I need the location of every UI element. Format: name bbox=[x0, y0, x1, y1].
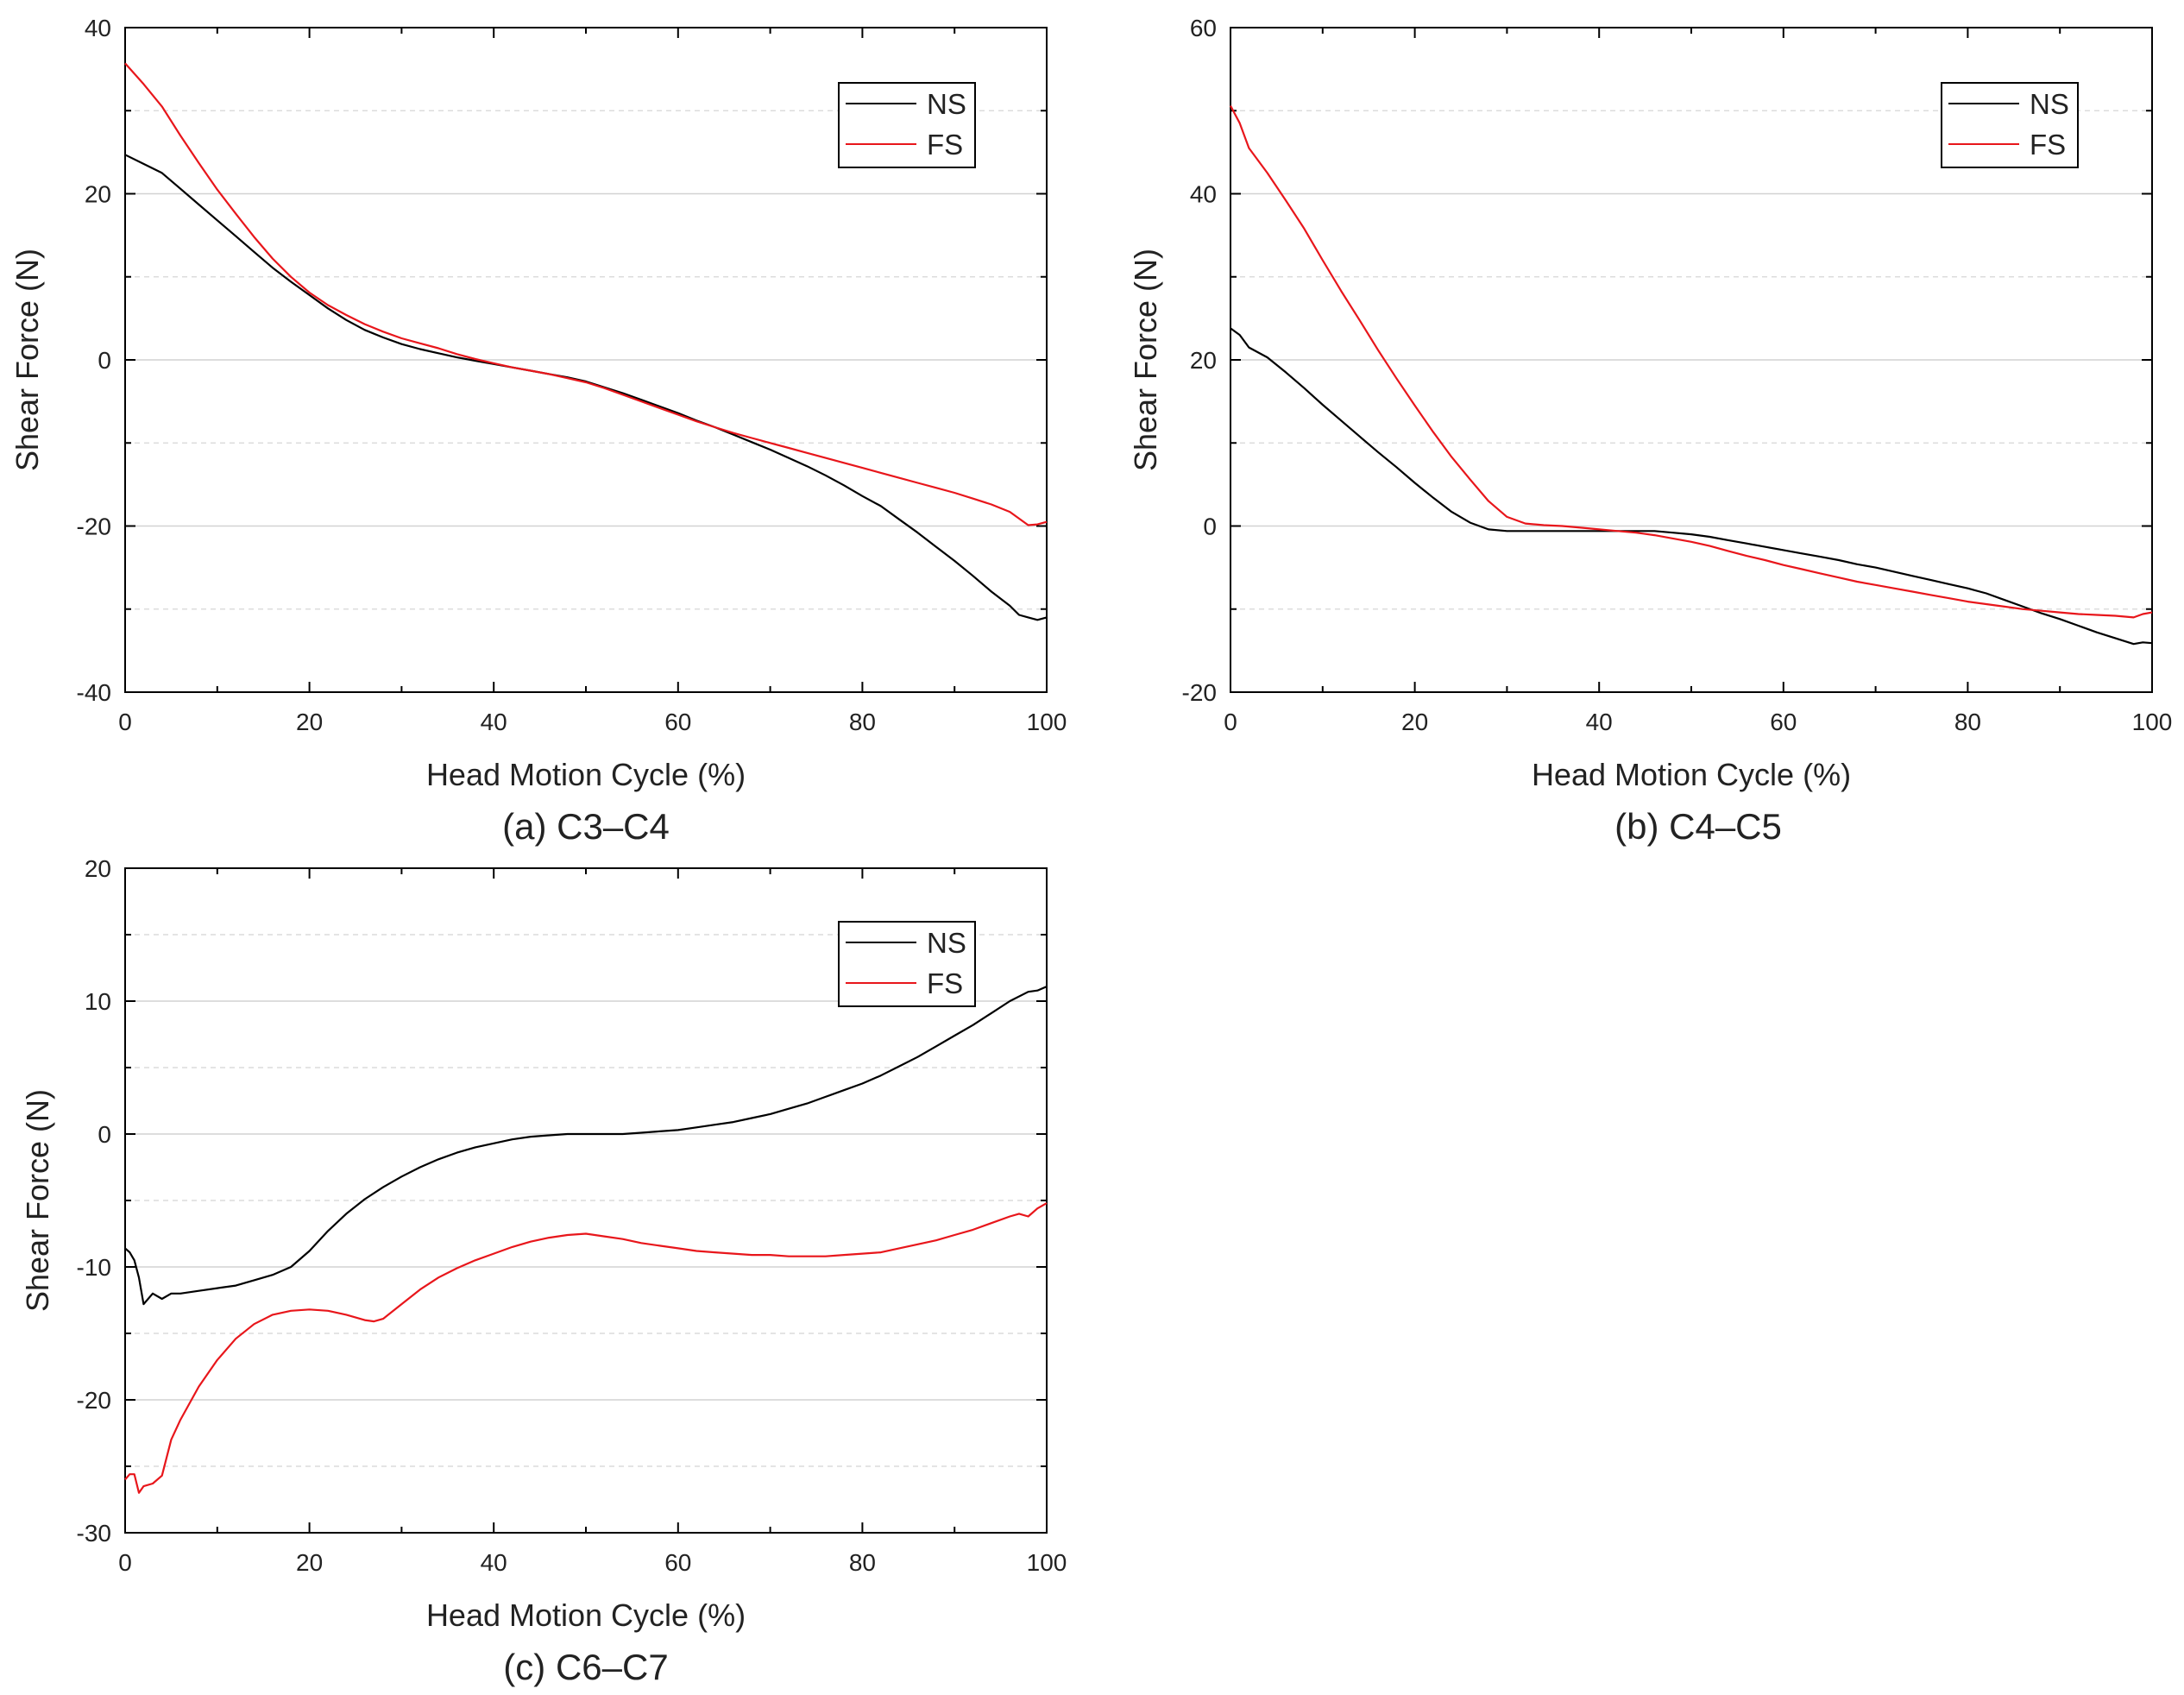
axis-ticks bbox=[124, 27, 1048, 693]
series-line-ns bbox=[124, 986, 1048, 1306]
x-tick-label: 100 bbox=[2132, 709, 2173, 735]
y-tick-label: 0 bbox=[98, 1121, 111, 1148]
x-tick-label: 20 bbox=[296, 1549, 323, 1576]
legend-box bbox=[1941, 82, 2079, 168]
tick-labels: 0 20 40 60 80 100 -40 -20 0 20 40 bbox=[77, 15, 1067, 735]
panel-caption: (a) C3–C4 bbox=[502, 806, 670, 847]
y-tick-label: 60 bbox=[1190, 15, 1217, 41]
y-tick-label: -10 bbox=[77, 1254, 111, 1281]
series-lines bbox=[1230, 104, 2153, 646]
x-tick-label: 40 bbox=[481, 709, 507, 735]
y-tick-label: 20 bbox=[85, 181, 111, 208]
x-axis-title: Head Motion Cycle (%) bbox=[1532, 757, 1851, 792]
x-tick-label: 60 bbox=[1770, 709, 1797, 735]
x-tick-label: 60 bbox=[664, 709, 691, 735]
x-axis-title: Head Motion Cycle (%) bbox=[426, 1597, 746, 1633]
legend: NS FS bbox=[838, 82, 976, 168]
x-tick-label: 100 bbox=[1027, 709, 1067, 735]
legend-box bbox=[838, 82, 976, 168]
legend-label-fs: FS bbox=[2030, 129, 2066, 161]
y-tick-label: -20 bbox=[77, 1387, 111, 1414]
x-axis-title: Head Motion Cycle (%) bbox=[426, 757, 746, 792]
gridlines bbox=[125, 110, 1047, 610]
legend: NS FS bbox=[838, 921, 976, 1007]
y-tick-label: -40 bbox=[77, 679, 111, 706]
x-tick-label: 40 bbox=[481, 1549, 507, 1576]
panel-caption: (b) C4–C5 bbox=[1614, 806, 1782, 847]
x-tick-label: 0 bbox=[1224, 709, 1237, 735]
legend-label-fs: FS bbox=[927, 129, 963, 161]
legend-label-ns: NS bbox=[927, 927, 966, 959]
tick-labels: 0 20 40 60 80 100 -30 -20 -10 0 10 20 bbox=[77, 855, 1067, 1576]
y-tick-label: 20 bbox=[1190, 347, 1217, 374]
panel-caption: (c) C6–C7 bbox=[503, 1647, 668, 1687]
x-tick-label: 20 bbox=[296, 709, 323, 735]
y-tick-label: -30 bbox=[77, 1520, 111, 1547]
tick-labels: 0 20 40 60 80 100 -20 0 20 40 60 bbox=[1182, 15, 2173, 735]
axis-ticks bbox=[124, 867, 1048, 1534]
series-lines bbox=[124, 62, 1048, 621]
series-line-fs bbox=[1230, 104, 2153, 619]
legend-box bbox=[838, 921, 976, 1007]
x-tick-label: 40 bbox=[1586, 709, 1613, 735]
legend-label-ns: NS bbox=[2030, 88, 2069, 120]
panel-c-c6-c7: 0 20 40 60 80 100 -30 -20 -10 0 10 20 NS FS Head Mo… bbox=[20, 855, 1067, 1687]
x-tick-label: 80 bbox=[849, 709, 876, 735]
y-tick-label: 0 bbox=[98, 347, 111, 374]
x-tick-label: 100 bbox=[1027, 1549, 1067, 1576]
series-line-fs bbox=[124, 1202, 1048, 1494]
series-line-ns bbox=[124, 154, 1048, 621]
y-tick-label: 40 bbox=[1190, 181, 1217, 208]
y-tick-label: -20 bbox=[1182, 679, 1217, 706]
y-tick-label: 40 bbox=[85, 15, 111, 41]
series-lines bbox=[124, 986, 1048, 1494]
x-tick-label: 80 bbox=[1954, 709, 1981, 735]
y-tick-label: 20 bbox=[85, 855, 111, 882]
gridlines bbox=[125, 934, 1047, 1467]
x-tick-label: 60 bbox=[664, 1549, 691, 1576]
legend: NS FS bbox=[1941, 82, 2079, 168]
legend-label-fs: FS bbox=[927, 967, 963, 999]
x-tick-label: 0 bbox=[118, 709, 132, 735]
series-line-ns bbox=[1230, 327, 2153, 646]
series-line-fs bbox=[124, 62, 1048, 526]
y-axis-title: Shear Force (N) bbox=[1128, 249, 1163, 471]
panel-a-c3-c4: 0 20 40 60 80 100 -40 -20 0 20 40 NS FS Head Motio… bbox=[9, 15, 1067, 847]
panel-b-c4-c5: 0 20 40 60 80 100 -20 0 20 40 60 NS FS Head Motion… bbox=[1128, 15, 2172, 847]
y-tick-label: 0 bbox=[1203, 514, 1217, 540]
y-tick-label: 10 bbox=[85, 988, 111, 1015]
y-axis-title: Shear Force (N) bbox=[20, 1089, 55, 1312]
x-tick-label: 80 bbox=[849, 1549, 876, 1576]
legend-label-ns: NS bbox=[927, 88, 966, 120]
y-axis-title: Shear Force (N) bbox=[9, 249, 45, 471]
axis-ticks bbox=[1230, 27, 2153, 693]
x-tick-label: 0 bbox=[118, 1549, 132, 1576]
x-tick-label: 20 bbox=[1401, 709, 1428, 735]
y-tick-label: -20 bbox=[77, 514, 111, 540]
